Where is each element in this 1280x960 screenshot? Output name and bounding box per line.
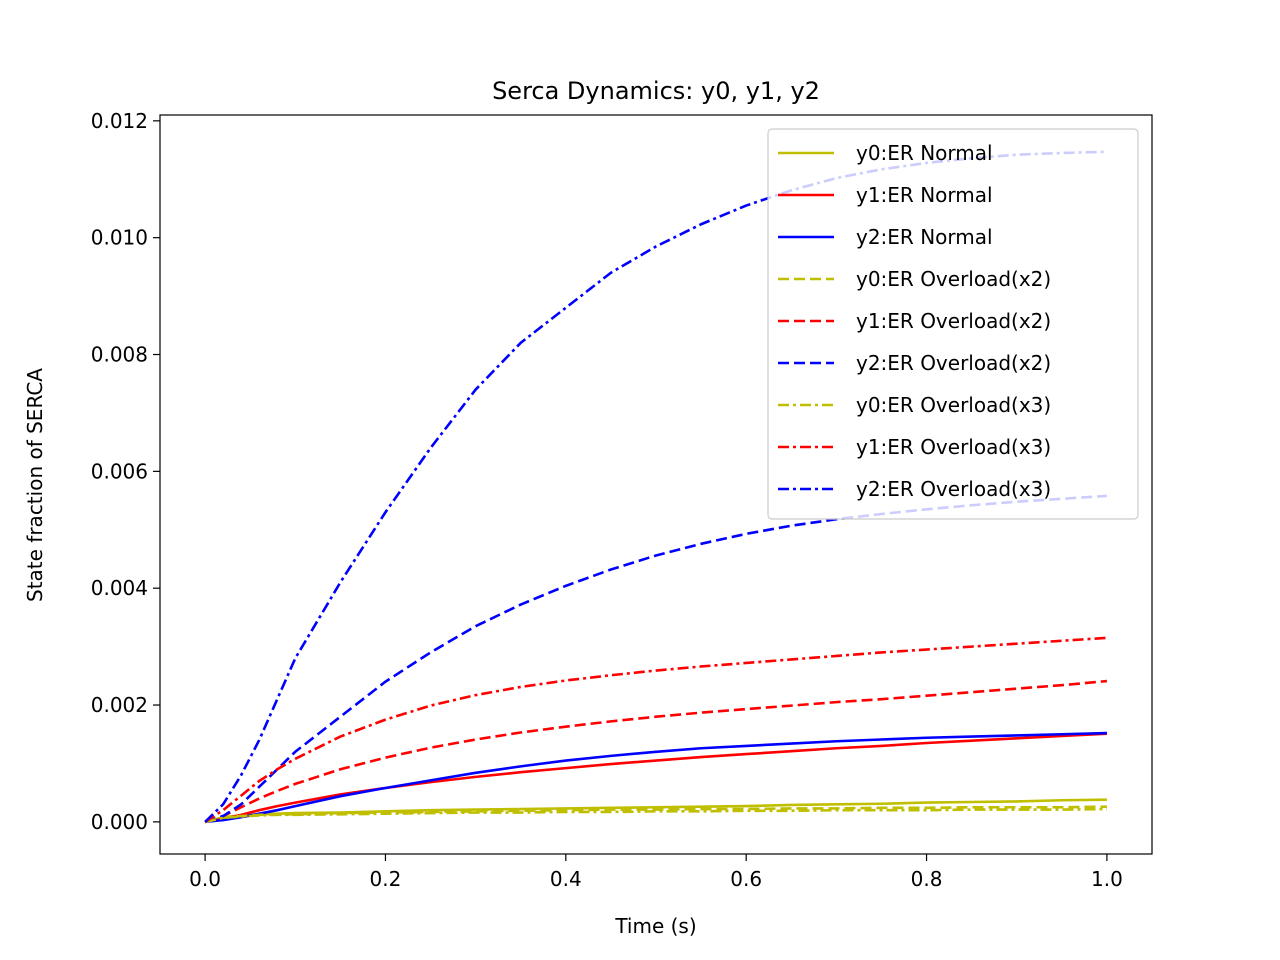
- y-tick-label: 0.002: [91, 693, 148, 717]
- series-line-3: [204, 731, 1107, 824]
- series-line-5: [204, 679, 1108, 824]
- y-tick-label: 0.004: [91, 576, 148, 600]
- x-tick-label: 0.8: [911, 867, 943, 891]
- legend-label-4: y0:ER Overload(x2): [856, 267, 1051, 291]
- plot-frame: [159, 114, 1153, 855]
- x-tick-label: 0.6: [730, 867, 762, 891]
- series-line-2: [204, 732, 1107, 824]
- legend-label-2: y1:ER Normal: [856, 183, 993, 207]
- series-line-6: [204, 494, 1107, 824]
- x-axis-label: Time (s): [614, 914, 696, 938]
- y-axis-label: State fraction of SERCA: [23, 368, 47, 602]
- x-axis-ticks: 0.0 0.2 0.4 0.6 0.8 1.0: [189, 854, 1123, 891]
- legend-label-9: y2:ER Overload(x3): [856, 477, 1051, 501]
- legend-label-8: y1:ER Overload(x3): [856, 435, 1051, 459]
- x-tick-label: 0.4: [550, 867, 582, 891]
- legend-label-7: y0:ER Overload(x3): [856, 393, 1051, 417]
- x-tick-label: 1.0: [1091, 867, 1123, 891]
- x-tick-label: 0.2: [370, 867, 402, 891]
- legend-label-1: y0:ER Normal: [856, 141, 993, 165]
- series-layer: [204, 150, 1108, 824]
- series-line-8: [204, 636, 1107, 823]
- legend-label-5: y1:ER Overload(x2): [856, 309, 1051, 333]
- legend-label-3: y2:ER Normal: [856, 225, 993, 249]
- x-tick-label: 0.0: [189, 867, 221, 891]
- series-line-7: [204, 807, 1107, 824]
- y-tick-label: 0.010: [91, 226, 148, 250]
- chart-title: Serca Dynamics: y0, y1, y2: [492, 77, 820, 105]
- y-tick-label: 0.008: [91, 343, 148, 367]
- y-tick-label: 0.012: [91, 109, 148, 133]
- legend-box: [767, 128, 1139, 520]
- y-axis-ticks: 0.000 0.002 0.004 0.006 0.008 0.010 0.012: [91, 109, 160, 834]
- legend: y0:ER Normal y1:ER Normal y2:ER Normal y0:E…: [767, 128, 1139, 520]
- legend-label-6: y2:ER Overload(x2): [856, 351, 1051, 375]
- y-tick-label: 0.006: [91, 459, 148, 483]
- y-tick-label: 0.000: [91, 810, 148, 834]
